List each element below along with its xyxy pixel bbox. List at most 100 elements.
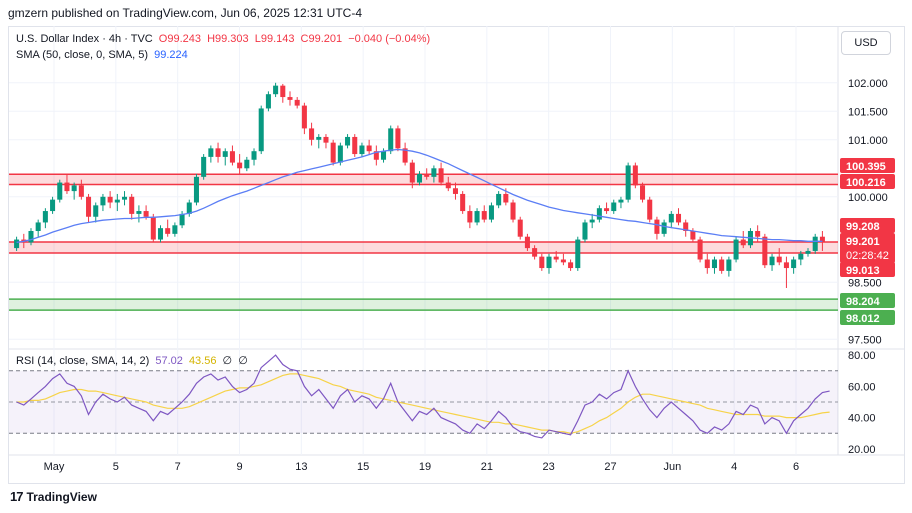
sma-line xyxy=(16,148,823,244)
candle-body xyxy=(186,202,192,214)
rsi-tick-label: 40.00 xyxy=(848,413,876,425)
candle-body xyxy=(129,196,135,214)
x-tick-label: 27 xyxy=(604,461,616,473)
candle-body xyxy=(301,105,307,129)
candle-body xyxy=(388,128,394,152)
candle-body xyxy=(488,205,494,220)
low-value: L99.143 xyxy=(254,33,295,45)
zone-band xyxy=(9,174,838,185)
x-tick-label: 13 xyxy=(295,461,307,473)
candle-body xyxy=(57,182,63,200)
open-value: O99.243 xyxy=(158,33,201,45)
candle-body xyxy=(136,211,142,214)
price-tag xyxy=(840,262,895,277)
rsi-tick-label: 80.00 xyxy=(848,350,876,362)
candle-body xyxy=(596,208,602,220)
candle-body xyxy=(560,259,566,263)
candle-body xyxy=(208,148,214,157)
rsi-legend: RSI (14, close, SMA, 14, 2) 57.02 43.56 … xyxy=(16,354,251,367)
candle-body xyxy=(330,142,336,163)
candle-body xyxy=(769,256,775,266)
price-tag-label: 98.204 xyxy=(846,296,881,308)
candle-body xyxy=(86,196,92,217)
y-tick-label: 98.500 xyxy=(848,277,882,289)
price-tag-label: 98.012 xyxy=(846,313,880,325)
x-tick-label: 15 xyxy=(357,461,369,473)
price-legend: U.S. Dollar Index · 4h · TVC O99.243 H99… xyxy=(16,33,433,45)
rsi-tick-label: 60.00 xyxy=(848,381,876,393)
candle-body xyxy=(345,136,351,146)
candle-body xyxy=(445,182,451,189)
candle-body xyxy=(244,159,250,169)
candle-body xyxy=(654,219,660,234)
candle-body xyxy=(675,213,682,223)
price-tag-label: 100.216 xyxy=(846,177,886,189)
candle-body xyxy=(42,211,48,223)
candle-body xyxy=(733,239,739,260)
candle-body xyxy=(229,151,235,163)
candle-body xyxy=(704,259,710,269)
candle-body xyxy=(309,128,315,140)
candle-body xyxy=(474,211,480,223)
candle-body xyxy=(114,199,120,203)
candle-body xyxy=(395,128,401,149)
candle-body xyxy=(791,259,797,269)
y-tick-label: 97.500 xyxy=(848,334,882,346)
candle-body xyxy=(93,205,99,217)
candle-body xyxy=(287,97,293,100)
candle-body xyxy=(510,202,516,220)
candle-body xyxy=(71,185,77,192)
candle-body xyxy=(157,228,164,240)
y-tick-label: 100.000 xyxy=(848,192,888,204)
candle-body xyxy=(359,145,365,155)
candle-body xyxy=(366,145,372,152)
candle-body xyxy=(481,211,487,220)
candle-body xyxy=(532,248,538,257)
candle-body xyxy=(28,231,34,243)
candle-body xyxy=(719,259,725,271)
candle-body xyxy=(323,136,329,143)
chart-frame xyxy=(8,26,905,484)
candle-body xyxy=(496,193,502,206)
candle-body xyxy=(762,236,768,266)
price-tag xyxy=(840,174,895,189)
y-tick-label: 101.000 xyxy=(848,135,888,147)
currency-button[interactable]: USD xyxy=(841,31,891,55)
candle-body xyxy=(553,256,559,260)
price-tag-label: 99.208 xyxy=(846,221,880,233)
candle-body xyxy=(337,145,343,163)
candle-body xyxy=(402,148,408,163)
candle-body xyxy=(632,165,638,186)
candle-body xyxy=(280,85,286,98)
sma-value: 99.224 xyxy=(154,49,188,61)
tradingview-brand: TradingView xyxy=(26,489,97,504)
zone-band xyxy=(9,241,838,254)
candle-body xyxy=(438,168,444,183)
sma-label: SMA (50, close, 0, SMA, 5) xyxy=(16,49,149,61)
rsi-tick-label: 20.00 xyxy=(848,444,876,456)
change-value: −0.040 (−0.04%) xyxy=(348,33,431,45)
candle-body xyxy=(14,239,20,249)
candle-body xyxy=(726,259,732,271)
candle-body xyxy=(647,199,653,220)
candle-body xyxy=(546,256,552,269)
price-tag xyxy=(840,293,895,308)
rsi-ma-line xyxy=(16,373,830,434)
candle-body xyxy=(416,174,423,183)
symbol-label: U.S. Dollar Index · 4h · TVC xyxy=(16,33,153,45)
candle-body xyxy=(100,196,106,206)
candle-body xyxy=(143,211,149,217)
tradingview-footer[interactable]: 17 TradingView xyxy=(10,489,97,504)
zone-band xyxy=(9,299,838,311)
candle-body xyxy=(819,236,825,243)
price-tag xyxy=(840,310,895,325)
candle-body xyxy=(179,213,185,226)
candle-body xyxy=(273,85,279,95)
close-value: C99.201 xyxy=(300,33,343,45)
x-tick-label: May xyxy=(44,461,65,473)
candle-body xyxy=(121,196,128,200)
x-tick-label: 23 xyxy=(543,461,555,473)
candle-body xyxy=(618,199,624,203)
candle-body xyxy=(805,250,811,254)
